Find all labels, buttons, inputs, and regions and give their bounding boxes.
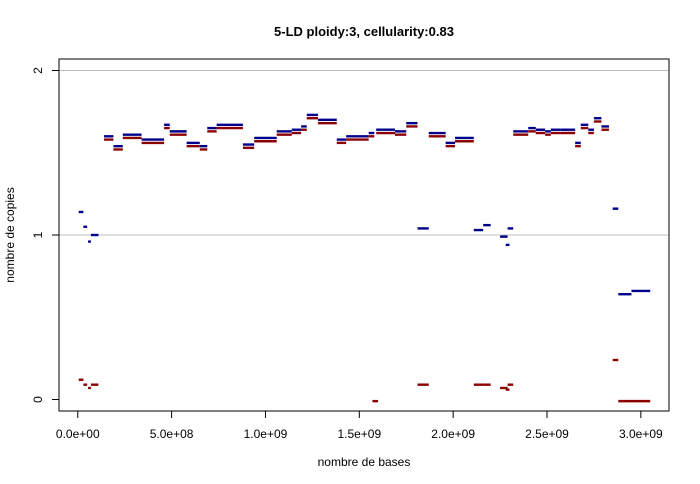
reference-lines	[59, 70, 669, 236]
y-axis-label: nombre de copies	[3, 187, 17, 282]
x-tick-label-2: 1.0e+09	[244, 427, 288, 441]
y-tick-label-2: 2	[31, 67, 45, 74]
x-axis-label: nombre de bases	[318, 455, 411, 469]
x-tick-label-1: 5.0e+08	[150, 427, 194, 441]
segments-layer	[78, 113, 651, 403]
y-axis: 0 1 2	[31, 67, 60, 403]
x-tick-label-5: 2.5e+09	[525, 427, 569, 441]
y-tick-label-1: 1	[31, 231, 45, 238]
y-tick-label-0: 0	[31, 396, 45, 403]
x-tick-label-4: 2.0e+09	[431, 427, 475, 441]
x-tick-label-3: 1.5e+09	[337, 427, 381, 441]
chart-title: 5-LD ploidy:3, cellularity:0.83	[274, 24, 454, 39]
x-tick-label-6: 3.0e+09	[619, 427, 663, 441]
x-tick-label-0: 0.0e+00	[56, 427, 100, 441]
x-axis: 0.0e+00 5.0e+08 1.0e+09 1.5e+09 2.0e+09 2.5e+…	[56, 410, 663, 441]
